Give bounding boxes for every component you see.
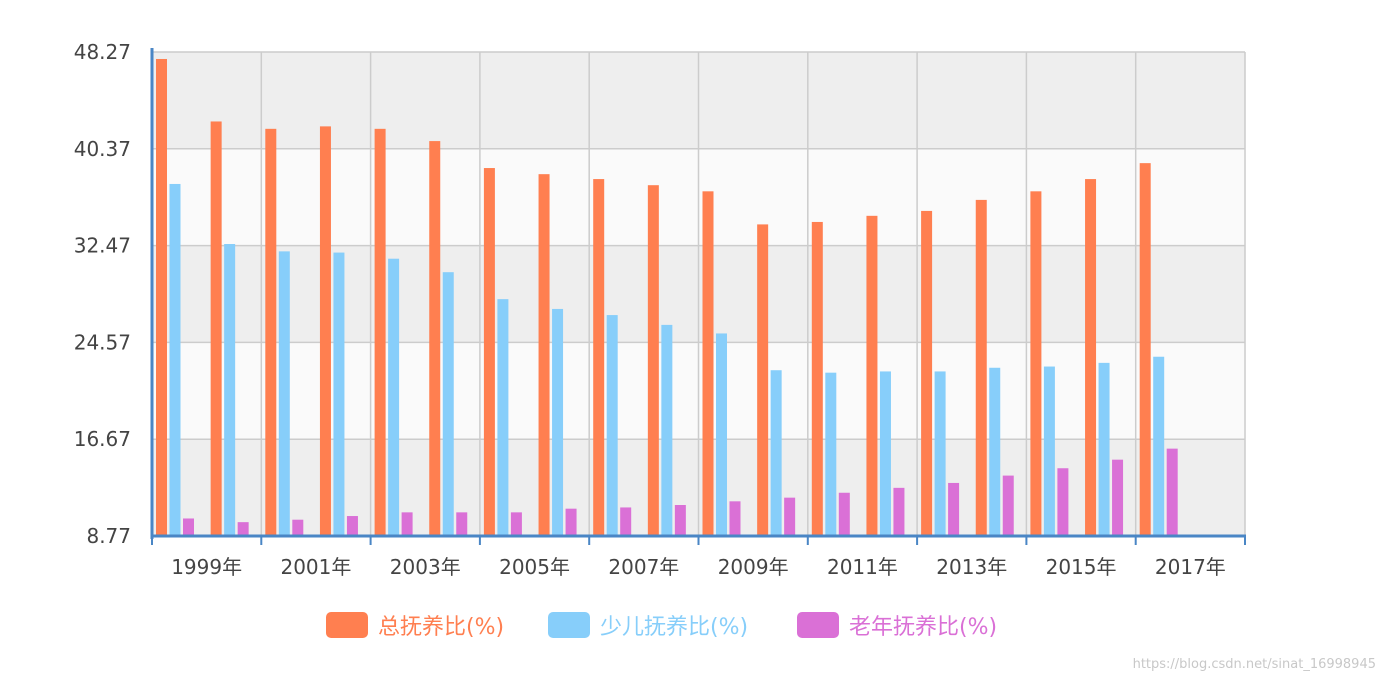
x-tick-label: 2017年 <box>1155 555 1226 579</box>
bar-2-2011年[interactable] <box>825 372 837 536</box>
bar-3-2001年[interactable] <box>292 519 304 536</box>
x-tick-label: 2009年 <box>718 555 789 579</box>
bar-2-2016年[interactable] <box>1098 362 1110 536</box>
bar-1-2001年[interactable] <box>265 128 277 537</box>
bar-2-1999年[interactable] <box>169 183 181 536</box>
bar-1-2003年[interactable] <box>374 128 386 537</box>
bar-2-2012年[interactable] <box>879 371 891 536</box>
bar-3-2003年[interactable] <box>401 512 413 536</box>
y-tick-label: 48.27 <box>74 40 131 64</box>
bar-1-2009年[interactable] <box>702 191 714 536</box>
x-tick-label: 2007年 <box>608 555 679 579</box>
bar-1-2008年[interactable] <box>647 185 659 536</box>
bars-group <box>156 58 1178 537</box>
x-tick-label: 2003年 <box>390 555 461 579</box>
x-tick-label: 2005年 <box>499 555 570 579</box>
bar-2-2017年[interactable] <box>1153 356 1165 536</box>
bar-2-2001年[interactable] <box>278 251 290 536</box>
bar-3-2005年[interactable] <box>510 512 522 536</box>
bar-1-2006年[interactable] <box>538 174 550 536</box>
bar-3-2017年[interactable] <box>1166 448 1178 536</box>
bar-1-2011年[interactable] <box>811 221 823 536</box>
bar-1-2004年[interactable] <box>429 141 441 536</box>
legend-label: 少儿抚养比(%) <box>600 615 748 640</box>
watermark-text: https://blog.csdn.net/sinat_16998945 <box>1133 657 1376 672</box>
bar-3-2008年[interactable] <box>674 504 686 536</box>
bar-3-1999年[interactable] <box>183 518 194 536</box>
bar-3-2011年[interactable] <box>838 492 850 536</box>
legend-label: 总抚养比(%) <box>378 615 504 640</box>
bar-2-2007年[interactable] <box>606 315 618 536</box>
bar-3-2013年[interactable] <box>948 482 960 536</box>
bar-3-2000年[interactable] <box>237 522 249 536</box>
axes-group <box>150 48 1246 545</box>
y-tick-label: 32.47 <box>74 234 131 258</box>
x-tick-label: 2015年 <box>1046 555 1117 579</box>
bar-1-2013年[interactable] <box>921 210 933 537</box>
bar-2-2013年[interactable] <box>934 371 946 536</box>
bar-3-2012年[interactable] <box>893 487 905 536</box>
bar-3-2009年[interactable] <box>729 501 741 536</box>
bar-3-2014年[interactable] <box>1002 475 1014 536</box>
bar-2-2005年[interactable] <box>497 299 509 536</box>
bar-2-2006年[interactable] <box>552 308 564 536</box>
bar-3-2015年[interactable] <box>1057 468 1069 536</box>
y-tick-label: 16.67 <box>74 427 131 451</box>
bar-3-2007年[interactable] <box>620 507 632 536</box>
bar-3-2004年[interactable] <box>456 512 468 536</box>
x-tick-label: 2001年 <box>280 555 351 579</box>
bar-2-2010年[interactable] <box>770 370 782 536</box>
legend-item-3[interactable]: 老年抚养比(%) <box>797 612 997 640</box>
legend-item-2[interactable]: 少儿抚养比(%) <box>548 612 748 640</box>
bar-1-2014年[interactable] <box>975 199 987 536</box>
bar-1-2007年[interactable] <box>593 179 605 537</box>
legend-item-1[interactable]: 总抚养比(%) <box>326 612 504 640</box>
bar-3-2002年[interactable] <box>346 516 358 536</box>
bar-1-2010年[interactable] <box>757 224 769 536</box>
bar-1-2015年[interactable] <box>1030 191 1042 536</box>
bar-3-2006年[interactable] <box>565 508 577 536</box>
bar-1-1999年[interactable] <box>156 58 167 536</box>
bar-3-2010年[interactable] <box>784 497 796 536</box>
legend-label: 老年抚养比(%) <box>849 615 997 640</box>
legend-swatch <box>548 612 590 638</box>
bar-1-2016年[interactable] <box>1085 179 1097 537</box>
x-tick-label: 2011年 <box>827 555 898 579</box>
bar-2-2014年[interactable] <box>989 367 1001 536</box>
bar-1-2017年[interactable] <box>1139 163 1151 536</box>
x-tick-label: 1999年 <box>171 555 242 579</box>
bar-2-2009年[interactable] <box>716 333 727 536</box>
y-tick-label: 40.37 <box>74 137 131 161</box>
bar-2-2002年[interactable] <box>333 252 345 537</box>
y-tick-label: 24.57 <box>74 330 131 354</box>
bar-1-2000年[interactable] <box>210 121 222 537</box>
legend: 总抚养比(%) 少儿抚养比(%) 老年抚养比(%) <box>326 612 997 640</box>
bar-2-2004年[interactable] <box>442 272 454 536</box>
bar-1-2002年[interactable] <box>319 126 331 536</box>
x-axis-labels: 1999年 2001年 2003年 2005年 2007年 2009年 2011年 2013年… <box>171 555 1226 579</box>
bar-3-2016年[interactable] <box>1112 459 1124 536</box>
bar-1-2005年[interactable] <box>483 168 495 536</box>
x-tick-label: 2013年 <box>936 555 1007 579</box>
legend-swatch <box>797 612 839 638</box>
bar-2-2015年[interactable] <box>1043 366 1055 536</box>
bar-2-2000年[interactable] <box>224 244 236 537</box>
legend-swatch <box>326 612 368 638</box>
bar-2-2008年[interactable] <box>661 324 673 536</box>
bar-2-2003年[interactable] <box>388 258 400 536</box>
bar-1-2012年[interactable] <box>866 215 878 536</box>
y-tick-label: 8.77 <box>86 524 131 548</box>
y-axis-labels: 48.27 40.37 32.47 24.57 16.67 8.77 <box>74 40 131 548</box>
